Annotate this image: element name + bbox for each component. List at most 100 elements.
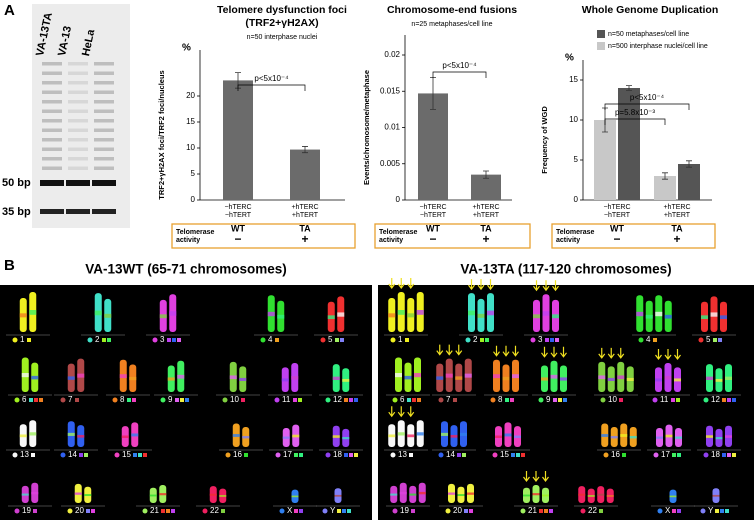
chromosome-band [598,375,606,380]
label-square [521,453,525,457]
chromosome-band [495,435,502,439]
chromosome-band [532,493,540,496]
label-square [412,398,416,402]
chromosome-band [121,435,129,439]
label-square [549,509,553,513]
label-dot [700,508,706,514]
gel-band [92,180,116,186]
label-dot [202,508,208,514]
chromosome-band [229,375,237,380]
arrow [552,280,559,292]
table-label: activity [556,237,580,244]
chromosome-band [397,310,405,315]
chromosome-band [552,314,559,319]
chromosome-band [664,376,672,380]
y-tick-label: 0 [574,195,579,204]
chromosome-band [655,311,663,317]
chromosome-band [404,375,412,380]
label-square [457,453,461,457]
chromosome-band [291,376,299,380]
arrow [388,406,396,418]
label-square [33,509,37,513]
chromosome-band [167,377,175,381]
gel-band [42,138,62,142]
legend-swatch [597,30,605,38]
label-square [175,398,179,402]
label-square [469,509,473,513]
annotation: p=5.8x10⁻³ [615,108,655,117]
label-dot [322,508,328,514]
label-square [39,398,43,402]
label-square [294,453,298,457]
label-square [347,509,351,513]
chromosome-band [450,434,458,438]
gel-band [94,166,114,170]
significance-bracket [237,84,306,91]
label-dot [530,337,536,343]
chromosome-band [397,432,405,436]
chromosome-band [712,494,720,497]
chromosome-label: 12 [333,395,342,404]
panel-label: B [4,257,15,274]
gel-band [94,128,114,132]
label-square [732,398,736,402]
chromosome-band [219,495,227,497]
y-tick-label: 0.005 [380,159,401,168]
label-square [31,453,35,457]
chromosome-label: 20 [75,506,84,515]
label-square [221,509,225,513]
label-dot [260,337,266,343]
label-square [132,398,136,402]
label-square [727,453,731,457]
chromosome-band [416,432,424,436]
label-square [34,398,38,402]
chromosome-band [119,374,127,379]
chromosome-label: 17 [661,450,670,459]
label-dot [114,452,120,458]
label-square [172,338,176,342]
chromosome-band [674,378,681,382]
chromosome-band [436,376,444,380]
chromosome-band [514,435,521,439]
chromosome-band [560,377,567,381]
y-unit: % [182,43,191,54]
label-square [563,398,567,402]
chromosome-band [159,314,167,319]
label-square [480,338,484,342]
chromosome-band [523,494,530,497]
gel-band [68,147,88,151]
gel-band [42,81,62,85]
chromosome-band [710,312,718,317]
label-dot [60,452,66,458]
y-unit: % [565,53,574,64]
chromosome-band [725,435,732,438]
gel-band [94,138,114,142]
label-dot [152,337,158,343]
label-dot [12,452,18,458]
legend-label: n=500 interphase nuclei/cell line [608,43,708,50]
y-tick-label: 5 [191,169,196,178]
chromosome-band [19,313,27,318]
chromosome-band [77,373,85,378]
chromosome-label: 12 [711,395,720,404]
chromosome-band [342,437,350,440]
label-square [544,509,548,513]
label-square [516,453,520,457]
arrow [560,346,567,358]
y-axis-label: Frequency of WGD [540,106,549,174]
arrow [617,347,625,359]
label-square [718,338,722,342]
x-tick-label: +hTERT [664,212,691,219]
y-tick-label: 15 [569,75,578,84]
chromosome-band [665,434,673,438]
gel-band [66,209,90,214]
x-tick-label: −hTERC [419,204,446,211]
chromosome-label: 3 [160,335,165,344]
chromosome-label: 14 [446,450,455,459]
table-column: TA [480,223,492,233]
gel-band [68,71,88,75]
chromosome-band [416,310,424,315]
label-square [553,398,557,402]
chromosome-band [104,313,112,318]
